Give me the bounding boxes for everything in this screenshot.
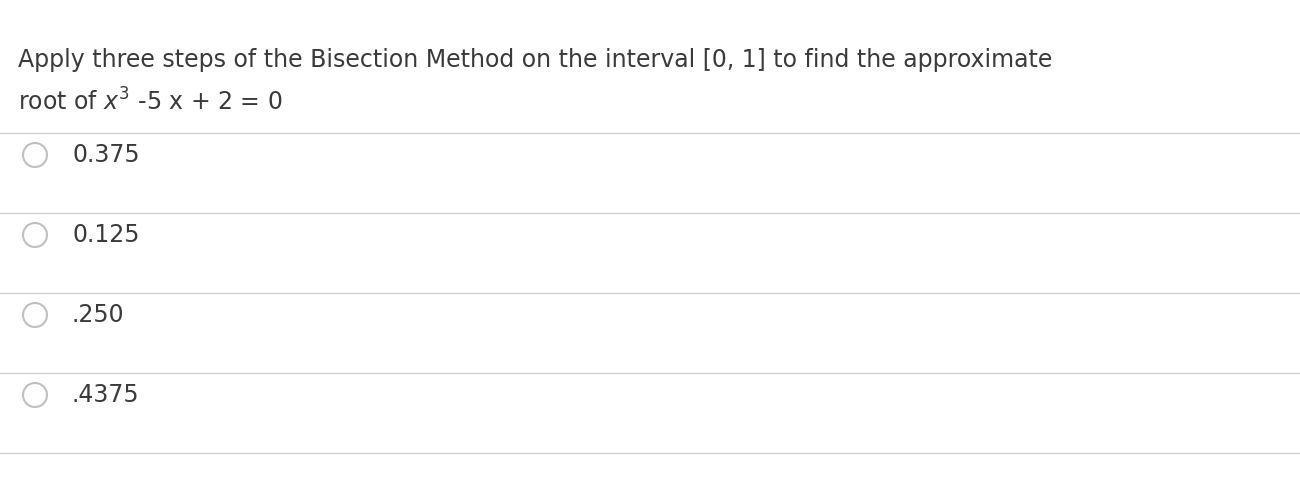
Text: 0.125: 0.125 <box>72 223 139 247</box>
Text: root of $x^3$ -5 x + 2 = 0: root of $x^3$ -5 x + 2 = 0 <box>18 88 282 115</box>
Text: Apply three steps of the Bisection Method on the interval [0, 1] to find the app: Apply three steps of the Bisection Metho… <box>18 48 1053 72</box>
Text: 0.375: 0.375 <box>72 143 139 167</box>
Text: .4375: .4375 <box>72 383 139 407</box>
Text: .250: .250 <box>72 303 125 327</box>
